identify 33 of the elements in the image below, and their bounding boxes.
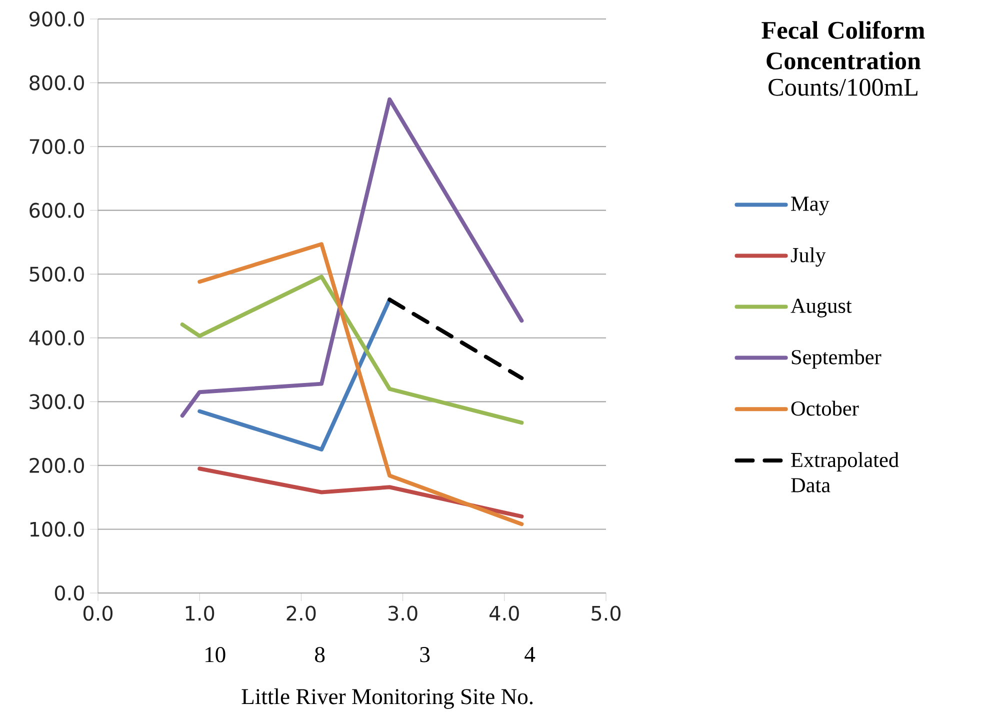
legend-label: September <box>792 349 882 369</box>
legend-label: Extrapolated Data <box>791 452 899 492</box>
line-series <box>180 274 524 425</box>
line-series <box>198 242 524 526</box>
y-tick-label: 200.0 <box>30 458 84 473</box>
y-tick-label: 500.0 <box>30 266 84 282</box>
text: 3 <box>420 647 430 662</box>
legend-label: May <box>791 196 830 216</box>
x-tick-label: 3.0 <box>388 606 418 621</box>
x-tick-label: 4.0 <box>490 606 519 621</box>
text: 10 <box>206 647 226 662</box>
x-tick-label: 5.0 <box>592 606 621 621</box>
legend-label: July <box>790 247 826 267</box>
text: Counts/100mL <box>768 78 918 96</box>
y-tick-label: 400.0 <box>29 330 84 346</box>
text: Fecal Coliform Concentration <box>762 20 925 70</box>
text: 4 <box>524 647 536 662</box>
y-tick-label: 700.0 <box>30 139 84 154</box>
x-tick-label: 0.0 <box>83 606 113 621</box>
y-tick-label: 0.0 <box>54 585 84 601</box>
x-axis-title: Little River Monitoring Site No. <box>242 688 533 709</box>
text: 8 <box>315 647 325 662</box>
line-series <box>180 97 524 418</box>
y-tick-label: 600.0 <box>30 202 84 218</box>
y-tick-label: 800.0 <box>30 75 84 90</box>
y-tick-label: 300.0 <box>30 394 84 410</box>
y-tick-label: 100.0 <box>30 522 84 537</box>
legend-label: October <box>791 400 859 416</box>
legend-label: August <box>790 298 852 318</box>
line-series <box>198 466 524 518</box>
y-tick-label: 900.0 <box>30 11 84 27</box>
x-tick-label: 2.0 <box>286 606 316 621</box>
x-tick-label: 1.0 <box>186 606 214 621</box>
